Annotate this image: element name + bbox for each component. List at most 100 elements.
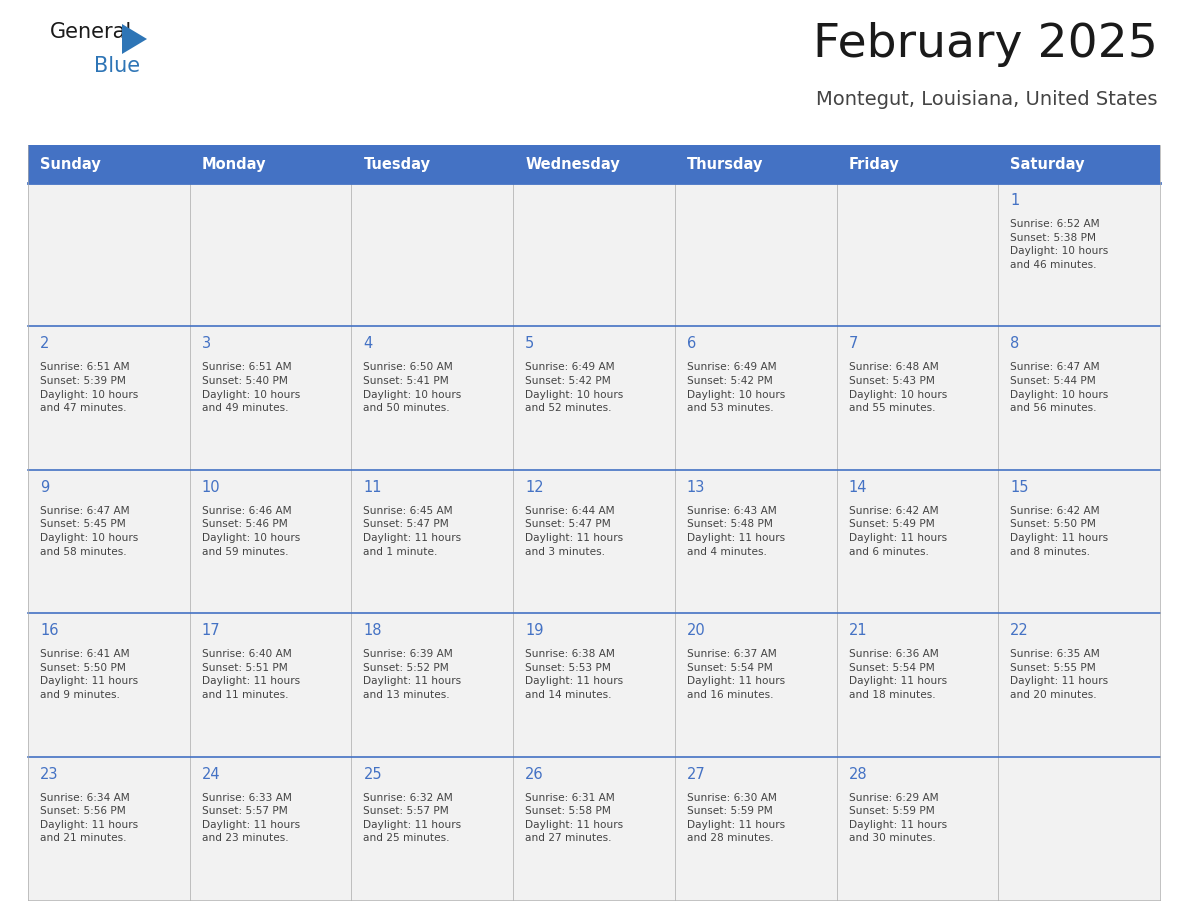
Bar [998,470,1159,613]
Text: Sunrise: 6:50 AM
Sunset: 5:41 PM
Daylight: 10 hours
and 50 minutes.: Sunrise: 6:50 AM Sunset: 5:41 PM Dayligh… [364,363,462,413]
Text: 28: 28 [848,767,867,781]
Text: Sunrise: 6:31 AM
Sunset: 5:58 PM
Daylight: 11 hours
and 27 minutes.: Sunrise: 6:31 AM Sunset: 5:58 PM Dayligh… [525,792,624,844]
Bar [998,183,1159,327]
Text: Sunrise: 6:36 AM
Sunset: 5:54 PM
Daylight: 11 hours
and 18 minutes.: Sunrise: 6:36 AM Sunset: 5:54 PM Dayligh… [848,649,947,700]
Bar [29,183,190,327]
Bar [352,470,513,613]
Bar [836,756,998,900]
Text: Sunrise: 6:30 AM
Sunset: 5:59 PM
Daylight: 11 hours
and 28 minutes.: Sunrise: 6:30 AM Sunset: 5:59 PM Dayligh… [687,792,785,844]
Text: Sunrise: 6:42 AM
Sunset: 5:50 PM
Daylight: 11 hours
and 8 minutes.: Sunrise: 6:42 AM Sunset: 5:50 PM Dayligh… [1010,506,1108,556]
Text: 13: 13 [687,480,706,495]
Text: Sunrise: 6:40 AM
Sunset: 5:51 PM
Daylight: 11 hours
and 11 minutes.: Sunrise: 6:40 AM Sunset: 5:51 PM Dayligh… [202,649,299,700]
Text: Sunrise: 6:41 AM
Sunset: 5:50 PM
Daylight: 11 hours
and 9 minutes.: Sunrise: 6:41 AM Sunset: 5:50 PM Dayligh… [40,649,138,700]
Text: Sunrise: 6:49 AM
Sunset: 5:42 PM
Daylight: 10 hours
and 52 minutes.: Sunrise: 6:49 AM Sunset: 5:42 PM Dayligh… [525,363,624,413]
Bar [190,470,352,613]
Text: Sunrise: 6:49 AM
Sunset: 5:42 PM
Daylight: 10 hours
and 53 minutes.: Sunrise: 6:49 AM Sunset: 5:42 PM Dayligh… [687,363,785,413]
Bar [513,756,675,900]
Bar [513,470,675,613]
Text: Sunday: Sunday [40,156,101,172]
Text: 23: 23 [40,767,58,781]
Text: 10: 10 [202,480,220,495]
Bar [352,756,513,900]
Text: Sunrise: 6:44 AM
Sunset: 5:47 PM
Daylight: 11 hours
and 3 minutes.: Sunrise: 6:44 AM Sunset: 5:47 PM Dayligh… [525,506,624,556]
Bar [29,145,1159,183]
Text: Sunrise: 6:35 AM
Sunset: 5:55 PM
Daylight: 11 hours
and 20 minutes.: Sunrise: 6:35 AM Sunset: 5:55 PM Dayligh… [1010,649,1108,700]
Text: Sunrise: 6:29 AM
Sunset: 5:59 PM
Daylight: 11 hours
and 30 minutes.: Sunrise: 6:29 AM Sunset: 5:59 PM Dayligh… [848,792,947,844]
Bar [998,756,1159,900]
Bar [352,613,513,756]
Text: 20: 20 [687,623,706,638]
Text: Sunrise: 6:43 AM
Sunset: 5:48 PM
Daylight: 11 hours
and 4 minutes.: Sunrise: 6:43 AM Sunset: 5:48 PM Dayligh… [687,506,785,556]
Text: 14: 14 [848,480,867,495]
Bar [836,327,998,470]
Text: 25: 25 [364,767,383,781]
Text: 1: 1 [1010,193,1019,208]
Text: Sunrise: 6:48 AM
Sunset: 5:43 PM
Daylight: 10 hours
and 55 minutes.: Sunrise: 6:48 AM Sunset: 5:43 PM Dayligh… [848,363,947,413]
Text: Sunrise: 6:34 AM
Sunset: 5:56 PM
Daylight: 11 hours
and 21 minutes.: Sunrise: 6:34 AM Sunset: 5:56 PM Dayligh… [40,792,138,844]
Text: General: General [50,22,132,42]
Bar [513,183,675,327]
Bar [836,613,998,756]
Text: Sunrise: 6:47 AM
Sunset: 5:44 PM
Daylight: 10 hours
and 56 minutes.: Sunrise: 6:47 AM Sunset: 5:44 PM Dayligh… [1010,363,1108,413]
Text: Sunrise: 6:46 AM
Sunset: 5:46 PM
Daylight: 10 hours
and 59 minutes.: Sunrise: 6:46 AM Sunset: 5:46 PM Dayligh… [202,506,299,556]
Text: 12: 12 [525,480,544,495]
Text: 3: 3 [202,336,210,352]
Text: Sunrise: 6:42 AM
Sunset: 5:49 PM
Daylight: 11 hours
and 6 minutes.: Sunrise: 6:42 AM Sunset: 5:49 PM Dayligh… [848,506,947,556]
Text: 9: 9 [40,480,49,495]
Text: February 2025: February 2025 [813,22,1158,67]
Text: Montegut, Louisiana, United States: Montegut, Louisiana, United States [816,90,1158,109]
Text: Sunrise: 6:52 AM
Sunset: 5:38 PM
Daylight: 10 hours
and 46 minutes.: Sunrise: 6:52 AM Sunset: 5:38 PM Dayligh… [1010,219,1108,270]
Bar [190,756,352,900]
Text: Sunrise: 6:37 AM
Sunset: 5:54 PM
Daylight: 11 hours
and 16 minutes.: Sunrise: 6:37 AM Sunset: 5:54 PM Dayligh… [687,649,785,700]
Text: Sunrise: 6:32 AM
Sunset: 5:57 PM
Daylight: 11 hours
and 25 minutes.: Sunrise: 6:32 AM Sunset: 5:57 PM Dayligh… [364,792,462,844]
Bar [29,327,190,470]
Text: Wednesday: Wednesday [525,156,620,172]
Bar [836,183,998,327]
Text: Sunrise: 6:38 AM
Sunset: 5:53 PM
Daylight: 11 hours
and 14 minutes.: Sunrise: 6:38 AM Sunset: 5:53 PM Dayligh… [525,649,624,700]
Text: 5: 5 [525,336,535,352]
Bar [675,470,836,613]
Text: 19: 19 [525,623,544,638]
Text: Sunrise: 6:39 AM
Sunset: 5:52 PM
Daylight: 11 hours
and 13 minutes.: Sunrise: 6:39 AM Sunset: 5:52 PM Dayligh… [364,649,462,700]
Text: Blue: Blue [94,56,140,76]
Bar [352,183,513,327]
Text: 15: 15 [1010,480,1029,495]
Bar [513,327,675,470]
Bar [190,613,352,756]
Text: Sunrise: 6:47 AM
Sunset: 5:45 PM
Daylight: 10 hours
and 58 minutes.: Sunrise: 6:47 AM Sunset: 5:45 PM Dayligh… [40,506,138,556]
Text: 4: 4 [364,336,373,352]
Bar [675,613,836,756]
Text: 21: 21 [848,623,867,638]
Text: Friday: Friday [848,156,899,172]
Text: Sunrise: 6:45 AM
Sunset: 5:47 PM
Daylight: 11 hours
and 1 minute.: Sunrise: 6:45 AM Sunset: 5:47 PM Dayligh… [364,506,462,556]
Bar [675,327,836,470]
Text: 6: 6 [687,336,696,352]
Text: 11: 11 [364,480,381,495]
Bar [352,327,513,470]
Bar [29,613,190,756]
Text: Tuesday: Tuesday [364,156,430,172]
Text: 7: 7 [848,336,858,352]
Text: Sunrise: 6:51 AM
Sunset: 5:39 PM
Daylight: 10 hours
and 47 minutes.: Sunrise: 6:51 AM Sunset: 5:39 PM Dayligh… [40,363,138,413]
Bar [513,613,675,756]
Bar [675,183,836,327]
Bar [190,183,352,327]
Bar [836,470,998,613]
Text: 27: 27 [687,767,706,781]
Bar [29,756,190,900]
Bar [29,470,190,613]
Text: 24: 24 [202,767,220,781]
Text: Saturday: Saturday [1010,156,1085,172]
Text: 2: 2 [40,336,50,352]
Polygon shape [122,24,147,54]
Bar [675,756,836,900]
Text: Sunrise: 6:51 AM
Sunset: 5:40 PM
Daylight: 10 hours
and 49 minutes.: Sunrise: 6:51 AM Sunset: 5:40 PM Dayligh… [202,363,299,413]
Text: 22: 22 [1010,623,1029,638]
Text: 26: 26 [525,767,544,781]
Bar [998,327,1159,470]
Text: 8: 8 [1010,336,1019,352]
Bar [190,327,352,470]
Text: Monday: Monday [202,156,266,172]
Text: 17: 17 [202,623,220,638]
Text: Sunrise: 6:33 AM
Sunset: 5:57 PM
Daylight: 11 hours
and 23 minutes.: Sunrise: 6:33 AM Sunset: 5:57 PM Dayligh… [202,792,299,844]
